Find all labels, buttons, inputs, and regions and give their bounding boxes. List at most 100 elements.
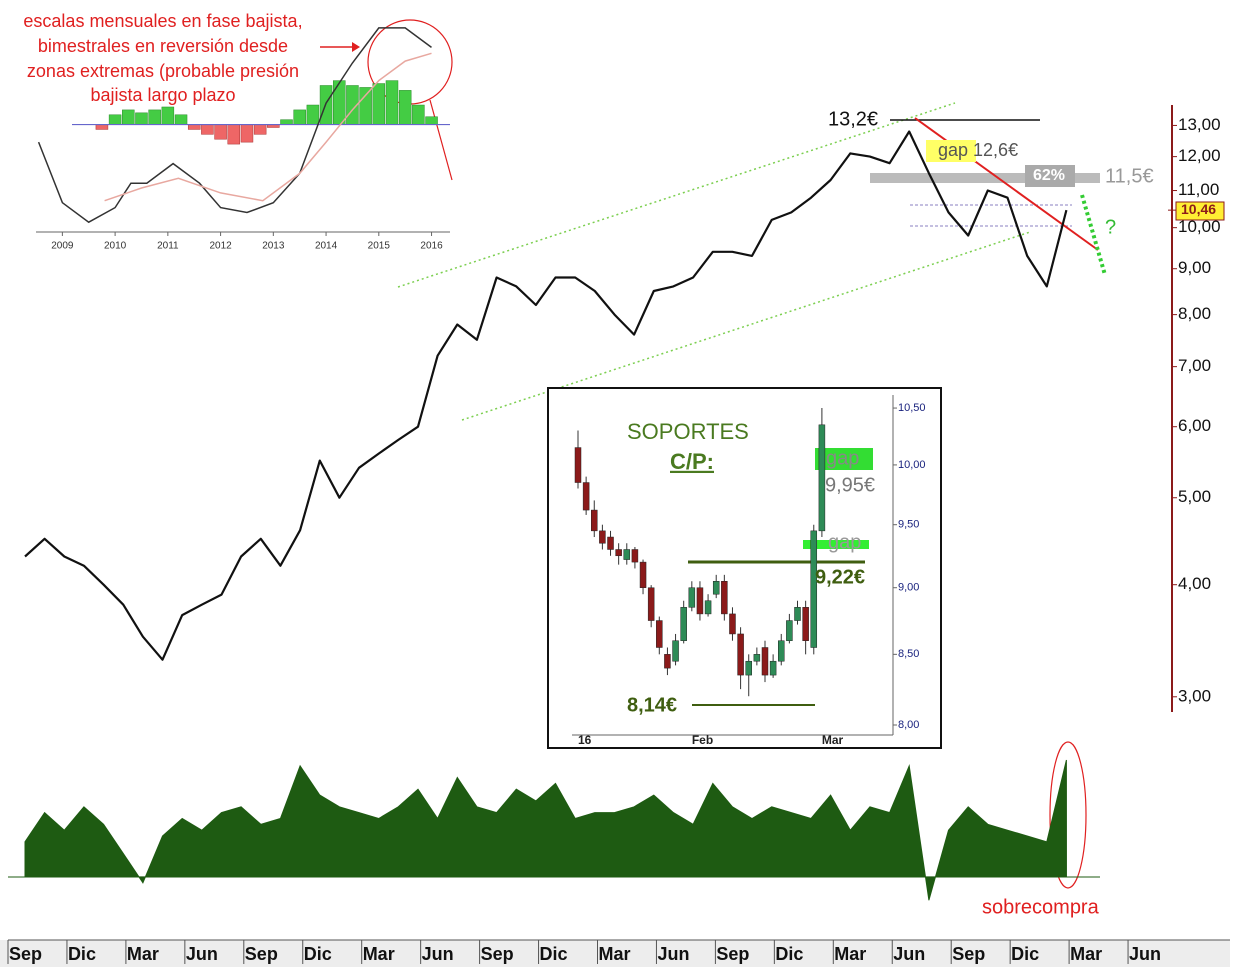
histogram-bar [227, 124, 241, 145]
candle-body [704, 600, 712, 615]
y-tick-label: 6,00 [1178, 416, 1211, 435]
x-tick-label: 2009 [51, 241, 74, 252]
x-tick-label: Dic [68, 944, 96, 964]
annotation: gap [826, 447, 859, 469]
candle-body [664, 654, 671, 669]
histogram-bar [135, 112, 148, 125]
candle-body [599, 530, 606, 544]
x-tick-label: Sep [245, 944, 278, 964]
x-tick-label: Mar [822, 733, 844, 747]
projection-line [1080, 194, 1107, 276]
last-price-label: 10,46 [1181, 201, 1216, 217]
x-tick-label: Sep [481, 944, 514, 964]
candle-body [794, 607, 801, 621]
annotation: sobrecompra [982, 896, 1100, 918]
overlays [0, 102, 1230, 967]
main-chart: 3,00 4,00 5,00 6,00 7,00 8,00 9,00 10,00 11,00 12… [7, 108, 1221, 964]
x-tick-label: Sep [9, 944, 42, 964]
x-tick-label: Mar [127, 944, 159, 964]
candle-body [761, 647, 769, 676]
x-tick-label: 2013 [262, 241, 285, 252]
candle-body [591, 509, 598, 532]
candle-inset [547, 387, 942, 749]
candle-body [615, 549, 622, 557]
candle-body [729, 613, 736, 635]
y-tick-label: 4,00 [1178, 574, 1211, 593]
y-tick-label: 9,00 [1178, 258, 1211, 277]
annotation: bajista largo plazo [90, 85, 235, 105]
annotation: zonas extremas (probable presión [27, 61, 299, 81]
histogram-bar [332, 80, 346, 125]
x-tick-label: Dic [304, 944, 332, 964]
x-tick-label: 2012 [209, 241, 232, 252]
candle-body [582, 482, 590, 511]
price-line [24, 130, 1068, 661]
candle-body [753, 654, 761, 662]
histogram-bar [122, 109, 135, 125]
histogram-bar [148, 109, 161, 125]
y-tick-label: 8,50 [898, 648, 919, 660]
gap-box [815, 448, 873, 470]
oscillator-area [24, 759, 1067, 901]
histogram-bar [306, 104, 320, 125]
candle-body [680, 607, 687, 641]
candle-body [639, 561, 647, 588]
x-tick-label: 2015 [368, 241, 391, 252]
candle-body [745, 660, 752, 676]
candle-body [623, 549, 631, 560]
last-price-box [1175, 201, 1225, 221]
annotation: bimestrales en reversión desde [38, 36, 288, 56]
x-tick-label: Jun [893, 944, 925, 964]
annotation: C/P: [670, 449, 714, 474]
candle-body [778, 640, 785, 662]
histogram-bar [359, 87, 372, 125]
x-tick-label: Jun [657, 944, 689, 964]
oscillator-chart: sobrecompra [24, 759, 1100, 918]
indicator-line [104, 52, 432, 202]
candle-body [696, 587, 704, 615]
candle-body [721, 581, 728, 615]
y-tick-label: 9,00 [898, 582, 919, 594]
x-tick-label: Mar [1070, 944, 1102, 964]
candle-body [631, 549, 639, 563]
y-tick-label: 8,00 [1178, 304, 1211, 323]
x-tick-label: 2016 [420, 241, 443, 252]
candle-body [672, 640, 679, 662]
histogram-bar [174, 114, 188, 125]
annotation: gap [828, 531, 861, 553]
x-tick-label: Feb [692, 733, 713, 747]
candle-body [574, 447, 582, 483]
x-tick-label: Sep [716, 944, 749, 964]
histogram-bar [108, 114, 122, 125]
x-tick-label: Mar [599, 944, 631, 964]
x-tick-label: Mar [834, 944, 866, 964]
annotation: 13,2€ [828, 108, 878, 130]
y-tick-label: 5,00 [1178, 487, 1211, 506]
histogram-bar [187, 124, 201, 130]
y-tick-label: 8,00 [898, 719, 919, 731]
y-tick-label: 3,00 [1178, 686, 1211, 705]
inset-frame [547, 387, 942, 749]
x-tick-label: 2010 [104, 241, 127, 252]
candle-body [712, 581, 720, 595]
x-axis-band [0, 940, 1230, 967]
candle-body [737, 633, 744, 676]
histogram-bar [293, 109, 306, 125]
candle-body [810, 530, 818, 648]
candle-body [802, 607, 809, 641]
y-tick-label: 13,00 [1178, 115, 1221, 134]
candle-chart: 8,00 8,50 9,00 9,50 10,00 10,50 16 Feb Mar SOPORT… [574, 402, 926, 747]
highlight-pointer [429, 99, 453, 181]
candle-body [607, 536, 614, 550]
x-tick-label: 2011 [157, 241, 179, 252]
histogram-bar [372, 83, 386, 125]
x-tick-label: 16 [578, 733, 592, 747]
histogram-bar [253, 124, 267, 135]
x-tick-label: Jun [1129, 944, 1161, 964]
candle-body [818, 424, 826, 532]
histogram-bar [214, 124, 227, 140]
x-tick-label: Jun [186, 944, 218, 964]
x-tick-label: 2014 [315, 241, 338, 252]
highlight-ellipse [1049, 741, 1087, 889]
